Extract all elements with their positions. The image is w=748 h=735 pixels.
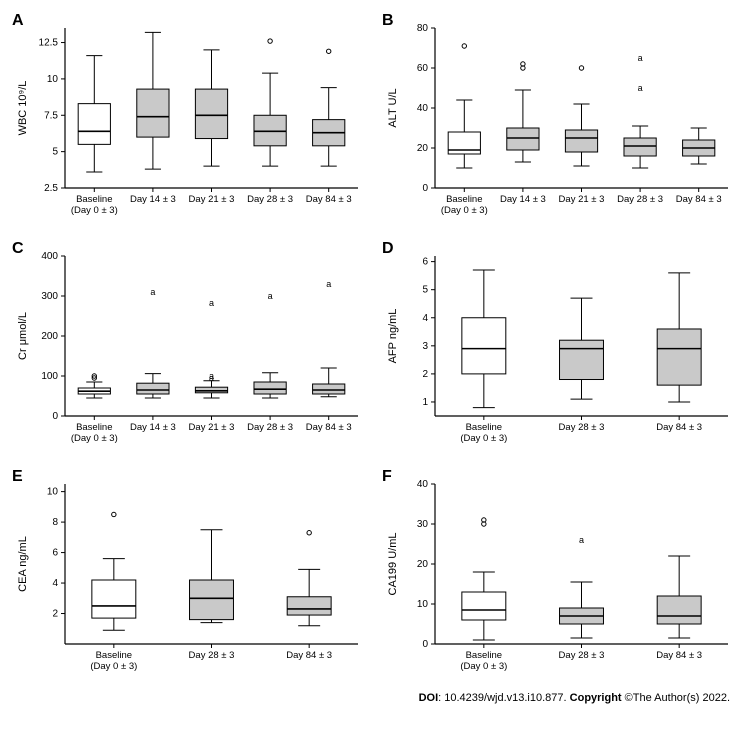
svg-text:a: a	[579, 535, 584, 545]
panel-label-e: E	[12, 468, 23, 486]
svg-text:100: 100	[41, 371, 58, 382]
svg-text:Day 14 ± 3: Day 14 ± 3	[130, 194, 176, 205]
svg-text:Day 84 ± 3: Day 84 ± 3	[306, 422, 352, 433]
svg-text:Day 84 ± 3: Day 84 ± 3	[676, 194, 722, 205]
svg-text:Baseline: Baseline	[466, 422, 502, 433]
svg-text:AFP ng/mL: AFP ng/mL	[387, 309, 399, 364]
svg-text:0: 0	[52, 411, 58, 422]
svg-text:2: 2	[422, 369, 428, 380]
svg-text:8: 8	[52, 517, 58, 528]
svg-text:6: 6	[422, 257, 428, 268]
svg-text:WBC 10⁹/L: WBC 10⁹/L	[17, 81, 29, 136]
svg-text:30: 30	[417, 519, 429, 530]
svg-text:Day 84 ± 3: Day 84 ± 3	[286, 650, 332, 661]
panel-label-b: B	[382, 12, 394, 30]
svg-text:CEA ng/mL: CEA ng/mL	[17, 536, 29, 592]
svg-text:1: 1	[422, 397, 428, 408]
svg-text:Day 84 ± 3: Day 84 ± 3	[656, 650, 702, 661]
svg-text:200: 200	[41, 331, 58, 342]
svg-text:a: a	[209, 298, 214, 308]
svg-text:Day 21 ± 3: Day 21 ± 3	[189, 194, 235, 205]
copyright-label: Copyright	[570, 692, 622, 704]
svg-text:a: a	[268, 291, 273, 301]
svg-text:(Day 0 ± 3): (Day 0 ± 3)	[441, 205, 488, 216]
svg-text:7.5: 7.5	[44, 110, 58, 121]
svg-text:Day 21 ± 3: Day 21 ± 3	[189, 422, 235, 433]
svg-text:40: 40	[417, 479, 429, 490]
panel-label-d: D	[382, 240, 394, 258]
panel-b: B 0 20 40 60 80 ALT U/L Baseline(Day 0 ± 3) Day…	[380, 10, 738, 230]
svg-text:4: 4	[52, 578, 58, 589]
doi-label: DOI	[419, 692, 439, 704]
svg-text:(Day 0 ± 3): (Day 0 ± 3)	[71, 205, 118, 216]
svg-text:Day 28 ± 3: Day 28 ± 3	[247, 422, 293, 433]
panel-c: C 0 100 200 300 400 Cr μmol/L Baseline(Day 0 ±…	[10, 238, 368, 458]
svg-text:Day 84 ± 3: Day 84 ± 3	[656, 422, 702, 433]
doi-value: 10.4239/wjd.v13.i10.877.	[444, 692, 566, 704]
svg-text:Baseline: Baseline	[466, 650, 502, 661]
panel-a: A 2.5 5 7.5 10 12.5 WBC 10⁹/L Baseline(Day 0 ±…	[10, 10, 368, 230]
figure-footer: DOI: 10.4239/wjd.v13.i10.877. Copyright …	[10, 692, 738, 704]
svg-text:(Day 0 ± 3): (Day 0 ± 3)	[71, 433, 118, 444]
panel-e: E 2 4 6 8 10 CEA ng/mL Baseline(Day 0 ± 3) Day …	[10, 466, 368, 686]
svg-text:20: 20	[417, 559, 429, 570]
svg-text:Day 14 ± 3: Day 14 ± 3	[500, 194, 546, 205]
svg-text:Day 28 ± 3: Day 28 ± 3	[559, 422, 605, 433]
svg-text:ALT U/L: ALT U/L	[387, 88, 399, 127]
svg-text:Baseline: Baseline	[446, 194, 482, 205]
svg-text:Day 21 ± 3: Day 21 ± 3	[559, 194, 605, 205]
svg-text:a: a	[209, 371, 214, 381]
copyright-value: ©The Author(s) 2022.	[625, 692, 730, 704]
svg-text:3: 3	[422, 341, 428, 352]
svg-text:6: 6	[52, 548, 58, 559]
svg-text:5: 5	[422, 285, 428, 296]
svg-text:0: 0	[422, 639, 428, 650]
svg-text:10: 10	[47, 74, 59, 85]
svg-text:0: 0	[422, 183, 428, 194]
svg-text:(Day 0 ± 3): (Day 0 ± 3)	[90, 661, 137, 672]
svg-text:Day 14 ± 3: Day 14 ± 3	[130, 422, 176, 433]
svg-text:2.5: 2.5	[44, 183, 58, 194]
svg-text:80: 80	[417, 23, 429, 34]
svg-text:a: a	[326, 279, 331, 289]
svg-text:60: 60	[417, 63, 429, 74]
svg-text:Day 28 ± 3: Day 28 ± 3	[189, 650, 235, 661]
svg-text:Baseline: Baseline	[76, 422, 112, 433]
svg-text:Cr μmol/L: Cr μmol/L	[17, 312, 29, 360]
svg-text:a: a	[638, 53, 643, 63]
svg-text:300: 300	[41, 291, 58, 302]
panel-f: F 0 10 20 30 40 CA199 U/mL Baseline(Day 0 ± 3)…	[380, 466, 738, 686]
svg-text:Day 28 ± 3: Day 28 ± 3	[247, 194, 293, 205]
svg-text:2: 2	[52, 609, 58, 620]
svg-text:20: 20	[417, 143, 429, 154]
panel-label-a: A	[12, 12, 24, 30]
svg-text:400: 400	[41, 251, 58, 262]
svg-text:Baseline: Baseline	[96, 650, 132, 661]
svg-text:4: 4	[422, 313, 428, 324]
svg-text:(Day 0 ± 3): (Day 0 ± 3)	[460, 433, 507, 444]
svg-text:Day 28 ± 3: Day 28 ± 3	[617, 194, 663, 205]
svg-text:a: a	[638, 83, 643, 93]
svg-text:10: 10	[417, 599, 429, 610]
svg-text:12.5: 12.5	[39, 38, 59, 49]
panel-d: D 1 2 3 4 5 6 AFP ng/mL Baseline(Day 0 ± 3) Day …	[380, 238, 738, 458]
svg-text:a: a	[150, 287, 155, 297]
svg-text:40: 40	[417, 103, 429, 114]
svg-text:10: 10	[47, 487, 59, 498]
panel-label-c: C	[12, 240, 24, 258]
panel-label-f: F	[382, 468, 392, 486]
svg-text:Day 84 ± 3: Day 84 ± 3	[306, 194, 352, 205]
svg-text:(Day 0 ± 3): (Day 0 ± 3)	[460, 661, 507, 672]
svg-text:5: 5	[52, 147, 58, 158]
svg-text:Baseline: Baseline	[76, 194, 112, 205]
svg-text:CA199 U/mL: CA199 U/mL	[387, 533, 399, 596]
svg-text:Day 28 ± 3: Day 28 ± 3	[559, 650, 605, 661]
figure-grid: A 2.557.51012.5WBC 10⁹/LBaseline(Day 0 ±…	[10, 10, 738, 686]
